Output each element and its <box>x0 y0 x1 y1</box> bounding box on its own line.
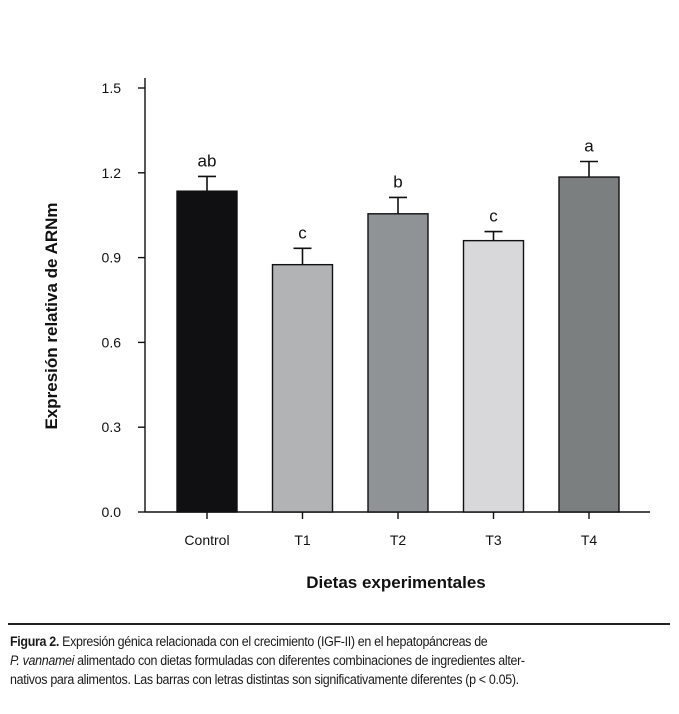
caption-line-2: P. vannamei alimentado con dietas formul… <box>10 651 622 670</box>
y-tick-label: 0.6 <box>102 334 122 350</box>
bar-t1 <box>271 263 334 513</box>
caption-line-1: Figura 2. Expresión génica relacionada c… <box>10 632 622 651</box>
caption-text-1: Expresión génica relacionada con el crec… <box>58 634 488 649</box>
significance-letter: c <box>298 223 307 242</box>
y-axis-label: Expresión relativa de ARNm <box>42 202 61 429</box>
caption-line-3: nativos para alimentos. Las barras con l… <box>10 672 519 687</box>
bars: ab c b c a <box>176 136 620 513</box>
x-tick-label: Control <box>184 532 229 548</box>
y-ticks: 0.0 0.3 0.6 0.9 1.2 1.5 <box>102 80 145 520</box>
significance-letter: c <box>489 207 498 226</box>
y-tick-label: 0.3 <box>102 419 122 435</box>
caption-text-2: alimentado con dietas formuladas con dif… <box>74 653 525 668</box>
y-tick-label: 0.9 <box>102 250 122 266</box>
significance-letter: b <box>393 172 402 191</box>
x-tick-label: T2 <box>390 532 407 548</box>
caption-species: P. vannamei <box>10 653 75 668</box>
caption-label: Figura 2. <box>10 634 59 649</box>
y-tick-label: 1.2 <box>102 165 122 181</box>
caption-divider <box>8 623 670 625</box>
x-tick-label: T3 <box>485 532 502 548</box>
significance-letter: a <box>584 136 594 155</box>
bar-t2 <box>367 213 429 513</box>
x-tick-label: T4 <box>581 532 598 548</box>
significance-letter: ab <box>198 151 217 170</box>
x-ticks: Control T1 T2 T3 T4 <box>184 512 597 548</box>
y-axis: 0.0 0.3 0.6 0.9 1.2 1.5 <box>102 78 146 520</box>
x-axis: Control T1 T2 T3 T4 <box>145 511 650 548</box>
bar-chart: 0.0 0.3 0.6 0.9 1.2 1.5 Control T1 T2 T3 T4 ab c b c… <box>42 78 650 592</box>
figure-caption: Figura 2. Expresión génica relacionada c… <box>10 632 622 689</box>
y-tick-label: 1.5 <box>102 80 122 96</box>
x-tick-label: T1 <box>294 532 311 548</box>
y-tick-label: 0.0 <box>102 504 122 520</box>
bar-t4 <box>558 176 620 513</box>
x-axis-label: Dietas experimentales <box>306 573 486 592</box>
bar-t3 <box>462 239 525 513</box>
bar-control <box>176 190 238 513</box>
